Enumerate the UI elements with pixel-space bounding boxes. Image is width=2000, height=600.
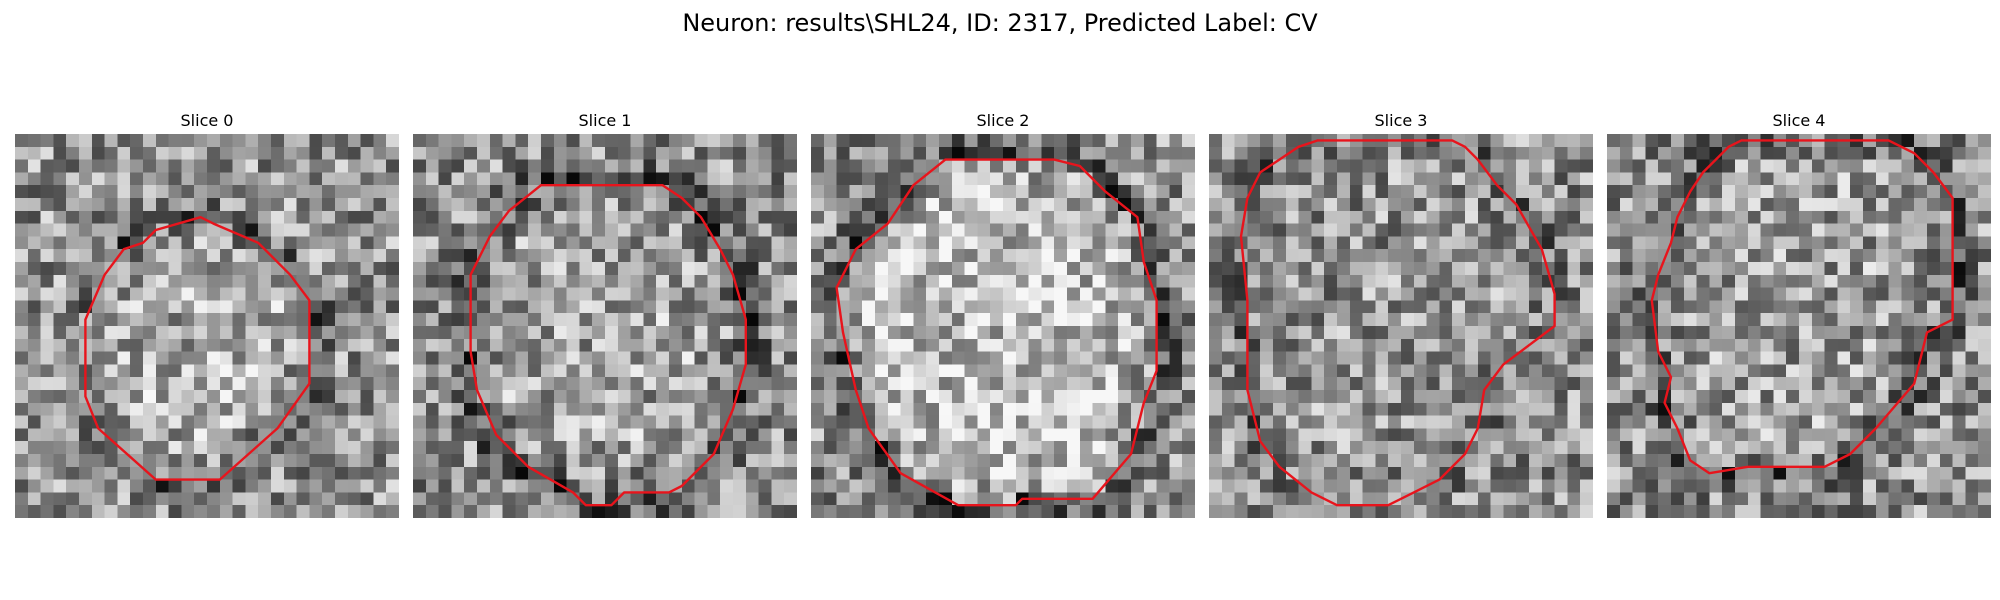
pixel-grid	[1209, 134, 1593, 518]
segmentation-contour	[471, 185, 746, 505]
slice-title-4: Slice 4	[1772, 111, 1826, 130]
pixel-grid	[15, 134, 399, 518]
slice-title-2: Slice 2	[976, 111, 1030, 130]
pixel-grid	[811, 134, 1195, 518]
slice-panel-1: Slice 1	[413, 108, 797, 518]
slice-image-2	[811, 134, 1195, 518]
segmentation-contour	[85, 217, 309, 479]
segmentation-contour	[837, 160, 1157, 506]
slice-panel-0: Slice 0	[15, 108, 399, 518]
pixel-grid	[1607, 134, 1991, 518]
segmentation-contour	[1241, 140, 1555, 505]
slice-title-1: Slice 1	[578, 111, 632, 130]
slice-image-3	[1209, 134, 1593, 518]
slice-image-1	[413, 134, 797, 518]
segmentation-contour	[1652, 140, 1953, 473]
slice-panel-3: Slice 3	[1209, 108, 1593, 518]
slice-title-0: Slice 0	[180, 111, 234, 130]
slice-image-4	[1607, 134, 1991, 518]
slice-panel-2: Slice 2	[811, 108, 1195, 518]
figure-title: Neuron: results\SHL24, ID: 2317, Predict…	[682, 9, 1318, 37]
slice-panel-4: Slice 4	[1607, 108, 1991, 518]
slice-title-3: Slice 3	[1374, 111, 1428, 130]
slice-image-0	[15, 134, 399, 518]
